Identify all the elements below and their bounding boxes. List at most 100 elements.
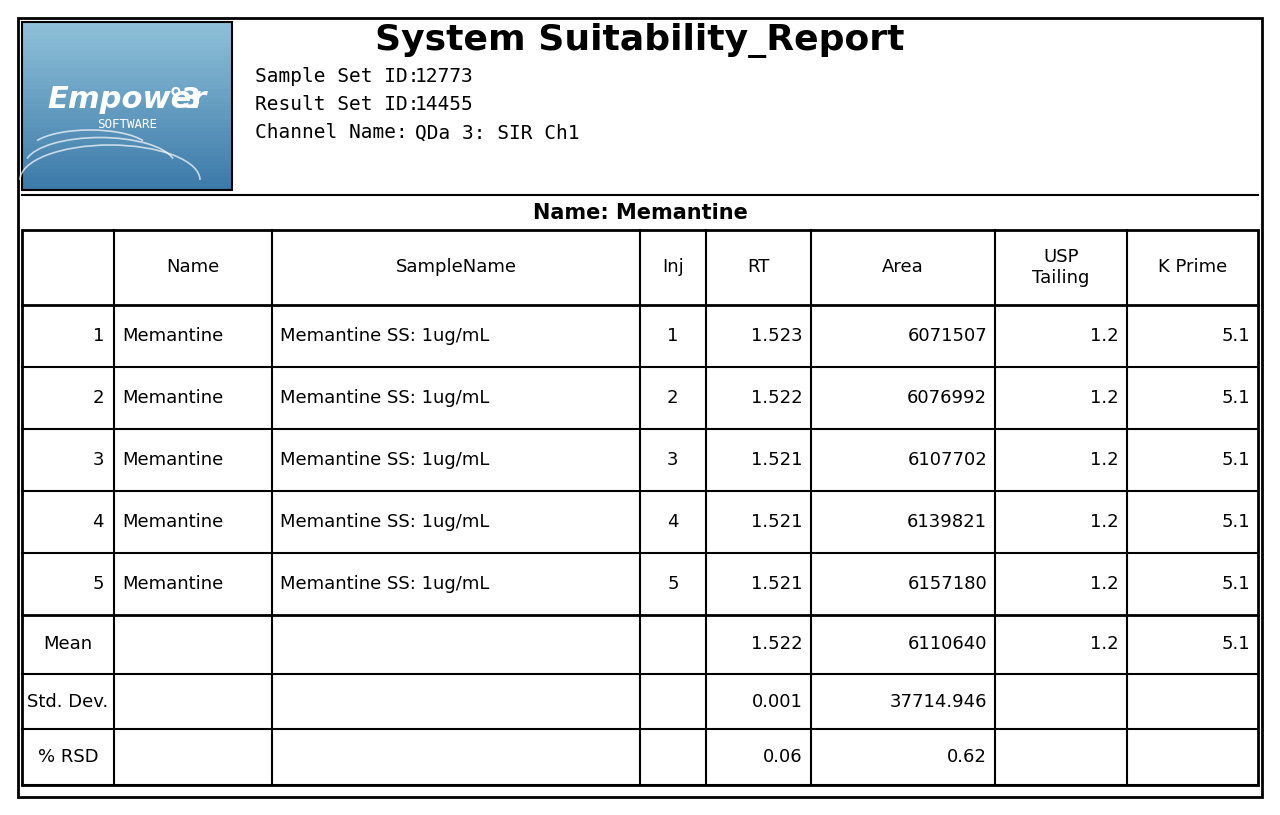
Bar — [22, 39, 232, 43]
Text: 1.2: 1.2 — [1089, 451, 1119, 469]
Bar — [22, 34, 232, 39]
Bar — [22, 81, 232, 85]
Bar — [22, 73, 232, 77]
Bar — [22, 131, 232, 135]
Text: 1.2: 1.2 — [1089, 636, 1119, 654]
Text: 5.1: 5.1 — [1221, 575, 1251, 593]
Bar — [22, 85, 232, 89]
Bar — [22, 119, 232, 123]
Text: 5: 5 — [92, 575, 104, 593]
Bar — [22, 55, 232, 59]
Bar — [22, 148, 232, 152]
Text: 37714.946: 37714.946 — [890, 693, 987, 711]
Text: °3: °3 — [169, 86, 202, 114]
Text: 14455: 14455 — [415, 95, 474, 114]
Text: 1.2: 1.2 — [1089, 575, 1119, 593]
Text: 1.2: 1.2 — [1089, 513, 1119, 531]
Text: 2: 2 — [92, 389, 104, 407]
Bar — [22, 186, 232, 190]
Text: 1.521: 1.521 — [751, 575, 803, 593]
Text: 1: 1 — [667, 327, 678, 345]
Text: 1.2: 1.2 — [1089, 389, 1119, 407]
Text: Memantine: Memantine — [122, 327, 223, 345]
Bar — [22, 143, 232, 148]
Bar — [22, 161, 232, 165]
Text: SampleName: SampleName — [396, 258, 516, 276]
Text: 1.521: 1.521 — [751, 451, 803, 469]
Bar — [22, 165, 232, 169]
Text: 5: 5 — [667, 575, 678, 593]
Text: Name: Memantine: Name: Memantine — [532, 203, 748, 223]
Text: 1.522: 1.522 — [751, 636, 803, 654]
Text: 1.521: 1.521 — [751, 513, 803, 531]
Text: 6139821: 6139821 — [908, 513, 987, 531]
Bar — [22, 68, 232, 73]
Bar — [22, 139, 232, 143]
Text: 6071507: 6071507 — [908, 327, 987, 345]
Text: SOFTWARE: SOFTWARE — [97, 118, 157, 131]
Text: Name: Name — [166, 258, 220, 276]
Bar — [22, 47, 232, 51]
Text: Memantine SS: 1ug/mL: Memantine SS: 1ug/mL — [280, 389, 489, 407]
Bar — [22, 22, 232, 26]
Bar — [22, 114, 232, 119]
Bar — [22, 169, 232, 174]
Text: 5.1: 5.1 — [1221, 451, 1251, 469]
Text: 1.2: 1.2 — [1089, 327, 1119, 345]
Text: 6157180: 6157180 — [908, 575, 987, 593]
Text: Memantine SS: 1ug/mL: Memantine SS: 1ug/mL — [280, 327, 489, 345]
Text: 0.06: 0.06 — [763, 748, 803, 766]
Text: 5.1: 5.1 — [1221, 327, 1251, 345]
Text: Std. Dev.: Std. Dev. — [27, 693, 109, 711]
Text: RT: RT — [748, 258, 769, 276]
Bar — [22, 156, 232, 161]
Text: Sample Set ID:: Sample Set ID: — [255, 68, 420, 86]
FancyBboxPatch shape — [22, 22, 232, 190]
Bar — [22, 51, 232, 55]
Text: 1.523: 1.523 — [751, 327, 803, 345]
Text: 0.001: 0.001 — [753, 693, 803, 711]
Bar — [22, 64, 232, 68]
Text: 6110640: 6110640 — [908, 636, 987, 654]
Bar — [22, 59, 232, 64]
Bar — [22, 106, 232, 110]
Bar — [22, 178, 232, 182]
Bar — [22, 123, 232, 127]
Text: Result Set ID:: Result Set ID: — [255, 95, 420, 114]
Text: 2: 2 — [667, 389, 678, 407]
Text: Mean: Mean — [44, 636, 92, 654]
Bar — [22, 152, 232, 156]
Text: K Prime: K Prime — [1157, 258, 1228, 276]
Text: 5.1: 5.1 — [1221, 636, 1251, 654]
Text: 5.1: 5.1 — [1221, 513, 1251, 531]
Text: Inj: Inj — [662, 258, 684, 276]
Text: 4: 4 — [92, 513, 104, 531]
Text: Memantine: Memantine — [122, 513, 223, 531]
Text: 5.1: 5.1 — [1221, 389, 1251, 407]
Text: Empower: Empower — [47, 86, 206, 114]
Text: 4: 4 — [667, 513, 678, 531]
Text: % RSD: % RSD — [37, 748, 99, 766]
Text: Channel Name:: Channel Name: — [255, 124, 408, 143]
Text: Memantine: Memantine — [122, 451, 223, 469]
Text: 3: 3 — [92, 451, 104, 469]
Text: 0.62: 0.62 — [947, 748, 987, 766]
Text: System Suitability_Report: System Suitability_Report — [375, 23, 905, 58]
Bar — [22, 77, 232, 81]
Bar — [22, 30, 232, 34]
Text: 1.522: 1.522 — [751, 389, 803, 407]
Bar — [22, 94, 232, 98]
Bar — [22, 98, 232, 102]
Bar — [22, 135, 232, 139]
Bar — [22, 174, 232, 178]
Bar — [22, 26, 232, 30]
Text: 6107702: 6107702 — [908, 451, 987, 469]
Text: Memantine SS: 1ug/mL: Memantine SS: 1ug/mL — [280, 575, 489, 593]
Bar — [22, 89, 232, 94]
Text: Memantine: Memantine — [122, 389, 223, 407]
Bar — [22, 127, 232, 131]
Bar — [22, 110, 232, 114]
Text: Memantine SS: 1ug/mL: Memantine SS: 1ug/mL — [280, 451, 489, 469]
Bar — [22, 102, 232, 106]
Text: 12773: 12773 — [415, 68, 474, 86]
